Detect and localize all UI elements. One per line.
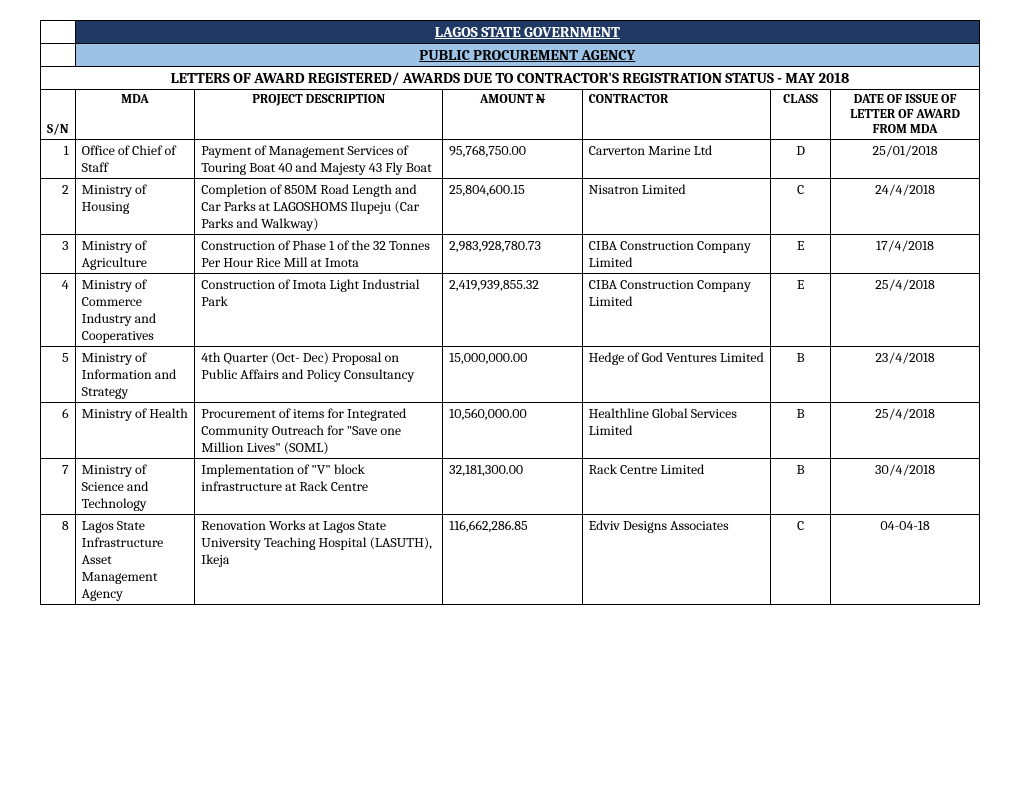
cell-project: Construction of Imota Light Industrial P… [195,274,443,347]
title-line1: LAGOS STATE GOVERNMENT [75,21,979,44]
header-contractor: CONTRACTOR [582,90,771,140]
table-row: 5Ministry of Information and Strategy4th… [41,347,980,403]
cell-class: E [771,274,831,347]
cell-amount: 2,983,928,780.73 [443,235,582,274]
cell-amount: 10,560,000.00 [443,403,582,459]
cell-sn: 8 [41,515,76,605]
cell-mda: Ministry of Commerce Industry and Cooper… [75,274,195,347]
cell-mda: Ministry of Information and Strategy [75,347,195,403]
header-amount: AMOUNT N [443,90,582,140]
cell-date: 17/4/2018 [831,235,980,274]
title-spacer [41,21,76,44]
cell-class: D [771,140,831,179]
cell-sn: 1 [41,140,76,179]
cell-sn: 4 [41,274,76,347]
cell-mda: Ministry of Health [75,403,195,459]
cell-sn: 7 [41,459,76,515]
cell-amount: 2,419,939,855.32 [443,274,582,347]
title-row-2: PUBLIC PROCUREMENT AGENCY [41,44,980,67]
header-project: PROJECT DESCRIPTION [195,90,443,140]
title-spacer [41,44,76,67]
title-row-1: LAGOS STATE GOVERNMENT [41,21,980,44]
award-table: LAGOS STATE GOVERNMENT PUBLIC PROCUREMEN… [40,20,980,605]
cell-mda: Lagos State Infrastructure Asset Managem… [75,515,195,605]
cell-contractor: Rack Centre Limited [582,459,771,515]
cell-contractor: Edviv Designs Associates [582,515,771,605]
cell-contractor: Healthline Global Services Limited [582,403,771,459]
cell-date: 25/4/2018 [831,403,980,459]
cell-project: Implementation of "V" block infrastructu… [195,459,443,515]
cell-amount: 25,804,600.15 [443,179,582,235]
cell-class: B [771,347,831,403]
cell-amount: 32,181,300.00 [443,459,582,515]
cell-mda: Office of Chief of Staff [75,140,195,179]
title-row-3: LETTERS OF AWARD REGISTERED/ AWARDS DUE … [41,67,980,90]
cell-mda: Ministry of Housing [75,179,195,235]
cell-date: 30/4/2018 [831,459,980,515]
header-amount-text: AMOUNT [480,92,536,107]
title-line3: LETTERS OF AWARD REGISTERED/ AWARDS DUE … [41,67,980,90]
table-row: 3Ministry of AgricultureConstruction of … [41,235,980,274]
header-class: CLASS [771,90,831,140]
header-sn: S/N [41,90,76,140]
cell-contractor: CIBA Construction Company Limited [582,235,771,274]
cell-mda: Ministry of Science and Technology [75,459,195,515]
cell-project: Procurement of items for Integrated Comm… [195,403,443,459]
cell-amount: 116,662,286.85 [443,515,582,605]
cell-sn: 6 [41,403,76,459]
cell-class: B [771,459,831,515]
cell-mda: Ministry of Agriculture [75,235,195,274]
cell-contractor: Carverton Marine Ltd [582,140,771,179]
table-row: 2Ministry of HousingCompletion of 850M R… [41,179,980,235]
cell-project: 4th Quarter (Oct- Dec) Proposal on Publi… [195,347,443,403]
cell-class: B [771,403,831,459]
cell-date: 23/4/2018 [831,347,980,403]
header-date: DATE OF ISSUE OF LETTER OF AWARD FROM MD… [831,90,980,140]
header-mda: MDA [75,90,195,140]
cell-date: 25/01/2018 [831,140,980,179]
table-row: 6Ministry of HealthProcurement of items … [41,403,980,459]
cell-sn: 2 [41,179,76,235]
cell-amount: 15,000,000.00 [443,347,582,403]
cell-sn: 3 [41,235,76,274]
cell-class: C [771,515,831,605]
cell-contractor: Hedge of God Ventures Limited [582,347,771,403]
table-row: 7Ministry of Science and TechnologyImple… [41,459,980,515]
cell-amount: 95,768,750.00 [443,140,582,179]
table-row: 1Office of Chief of StaffPayment of Mana… [41,140,980,179]
cell-project: Completion of 850M Road Length and Car P… [195,179,443,235]
table-row: 4Ministry of Commerce Industry and Coope… [41,274,980,347]
cell-date: 04-04-18 [831,515,980,605]
title-line2: PUBLIC PROCUREMENT AGENCY [75,44,979,67]
header-row: S/N MDA PROJECT DESCRIPTION AMOUNT N CON… [41,90,980,140]
cell-contractor: Nisatron Limited [582,179,771,235]
cell-class: E [771,235,831,274]
cell-sn: 5 [41,347,76,403]
cell-project: Payment of Management Services of Tourin… [195,140,443,179]
header-amount-strike: N [536,92,545,107]
cell-date: 24/4/2018 [831,179,980,235]
table-row: 8Lagos State Infrastructure Asset Manage… [41,515,980,605]
cell-project: Renovation Works at Lagos State Universi… [195,515,443,605]
cell-project: Construction of Phase 1 of the 32 Tonnes… [195,235,443,274]
cell-contractor: CIBA Construction Company Limited [582,274,771,347]
cell-class: C [771,179,831,235]
cell-date: 25/4/2018 [831,274,980,347]
